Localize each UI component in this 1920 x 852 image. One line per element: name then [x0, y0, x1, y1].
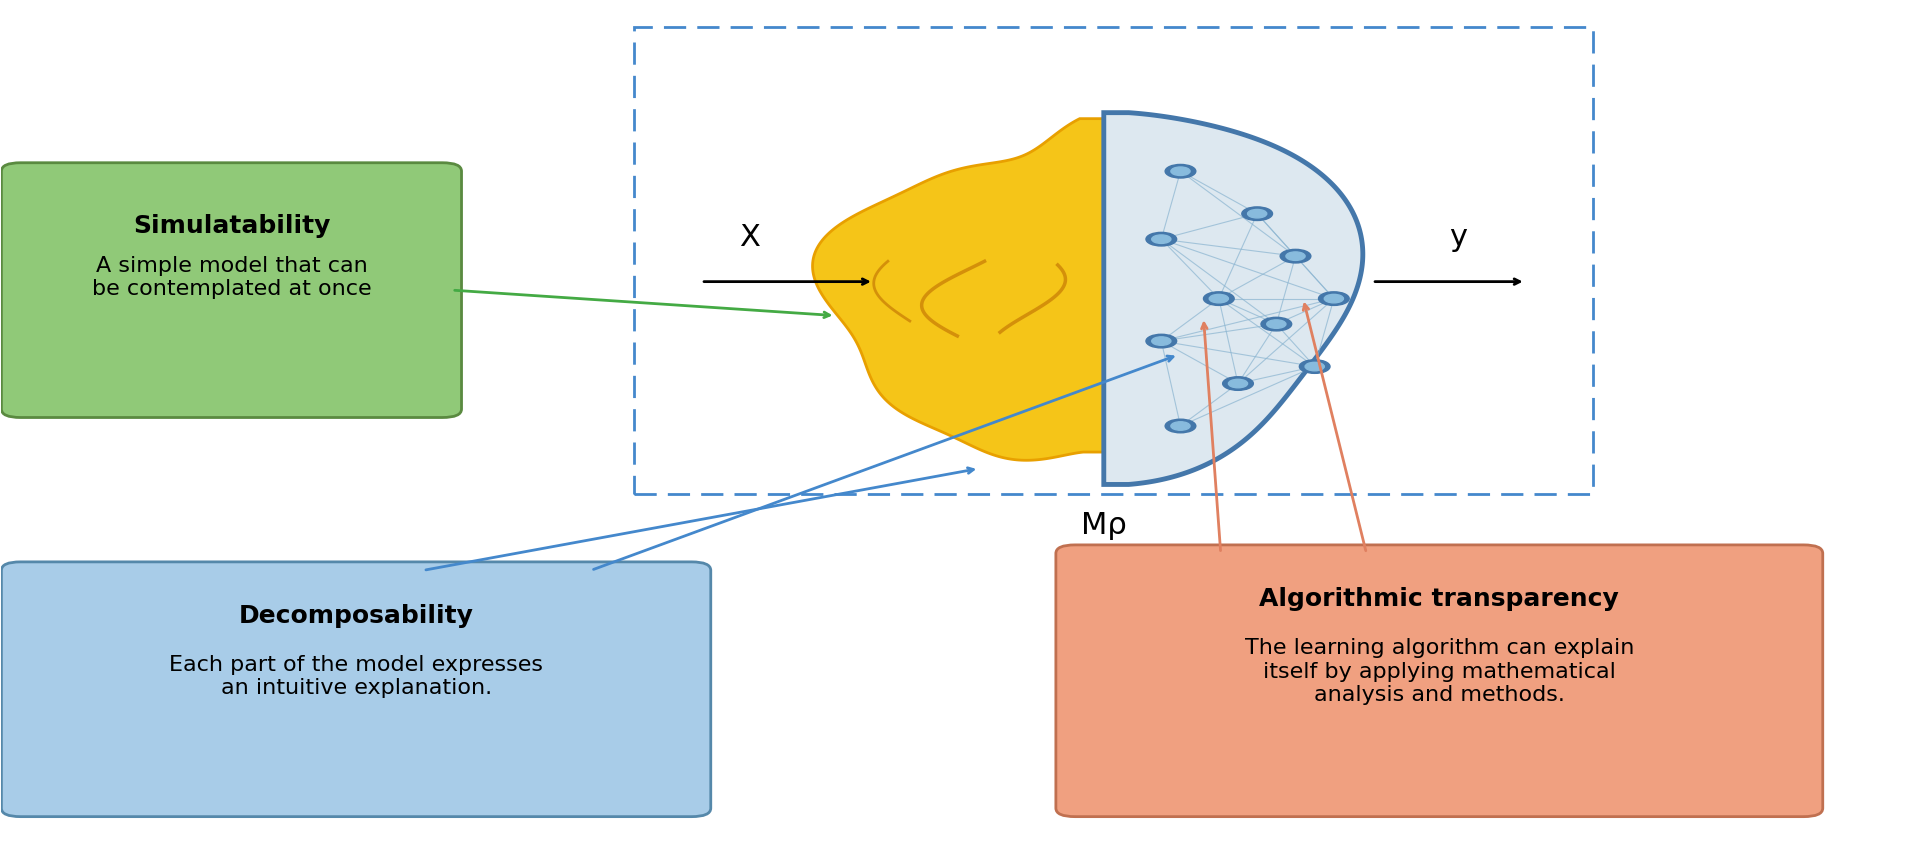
Circle shape	[1152, 337, 1171, 345]
Text: X: X	[739, 223, 760, 252]
Circle shape	[1281, 250, 1311, 263]
Circle shape	[1146, 233, 1177, 246]
Text: Algorithmic transparency: Algorithmic transparency	[1260, 587, 1619, 612]
Circle shape	[1300, 360, 1331, 373]
Polygon shape	[812, 118, 1104, 460]
FancyBboxPatch shape	[2, 561, 710, 817]
Text: Each part of the model expresses
an intuitive explanation.: Each part of the model expresses an intu…	[169, 655, 543, 699]
Circle shape	[1210, 295, 1229, 302]
Circle shape	[1261, 317, 1292, 331]
Circle shape	[1171, 167, 1190, 176]
Circle shape	[1229, 379, 1248, 388]
Circle shape	[1242, 207, 1273, 221]
Text: Simulatability: Simulatability	[132, 214, 330, 238]
Text: Decomposability: Decomposability	[238, 604, 474, 628]
Bar	[634, 27, 1594, 494]
Circle shape	[1146, 334, 1177, 348]
Circle shape	[1286, 252, 1306, 261]
Text: The learning algorithm can explain
itself by applying mathematical
analysis and : The learning algorithm can explain itsel…	[1244, 638, 1634, 705]
Text: Mρ: Mρ	[1081, 511, 1127, 540]
Circle shape	[1306, 362, 1325, 371]
Circle shape	[1267, 320, 1286, 328]
FancyBboxPatch shape	[1056, 545, 1822, 817]
Circle shape	[1325, 295, 1344, 302]
Polygon shape	[1104, 112, 1363, 485]
Circle shape	[1171, 422, 1190, 430]
Circle shape	[1204, 292, 1235, 305]
FancyBboxPatch shape	[2, 163, 461, 417]
Text: y: y	[1450, 223, 1467, 252]
Circle shape	[1223, 377, 1254, 390]
Circle shape	[1152, 235, 1171, 244]
Circle shape	[1319, 292, 1350, 305]
Circle shape	[1165, 164, 1196, 178]
Circle shape	[1165, 419, 1196, 433]
Circle shape	[1248, 210, 1267, 218]
Text: A simple model that can
be contemplated at once: A simple model that can be contemplated …	[92, 256, 371, 299]
